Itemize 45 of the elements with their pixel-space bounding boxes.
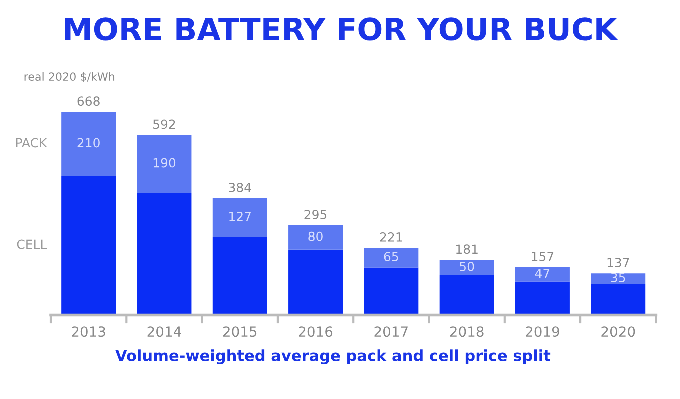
data-label: 35	[611, 273, 626, 283]
total-label: 295	[304, 210, 327, 220]
bar	[440, 275, 494, 316]
bar	[137, 135, 192, 194]
series-label: CELL	[17, 240, 48, 250]
x-tick-label: 2020	[602, 326, 636, 338]
bar	[515, 267, 570, 282]
bar	[288, 250, 344, 316]
bar	[62, 112, 116, 176]
bar	[515, 282, 570, 316]
data-label: 80	[308, 232, 323, 242]
total-label: 592	[154, 120, 176, 130]
bar	[212, 198, 268, 238]
x-tick-label: 2019	[526, 326, 560, 338]
x-tick-label: 2018	[450, 326, 484, 338]
bar	[364, 268, 419, 316]
chart-title: MORE BATTERY FOR YOUR BUCK	[65, 18, 618, 41]
x-axis-title: Volume-weighted average pack and cell price split	[116, 350, 551, 365]
total-label: 137	[608, 258, 630, 268]
data-label: 127	[230, 212, 251, 222]
y-axis-title: real 2020 $/kWh	[24, 72, 115, 83]
bar	[591, 274, 646, 284]
bar	[440, 260, 494, 276]
total-label: 221	[380, 232, 402, 242]
bar	[288, 226, 344, 250]
bar	[591, 284, 646, 316]
data-label: 210	[78, 138, 100, 148]
bar	[62, 176, 116, 316]
data-label: 47	[535, 268, 550, 278]
data-label: 190	[154, 158, 176, 168]
total-label: 157	[532, 252, 554, 262]
x-tick-label: 2016	[299, 326, 333, 338]
bar	[137, 193, 192, 316]
bar	[364, 248, 419, 268]
x-tick-label: 2017	[374, 326, 408, 338]
data-label: 65	[384, 252, 398, 262]
total-label: 668	[78, 96, 100, 106]
x-tick-label: 2014	[148, 326, 182, 338]
x-tick-label: 2013	[72, 326, 106, 338]
x-tick-label: 2015	[223, 326, 257, 338]
bar	[212, 237, 268, 316]
series-label: PACK	[16, 138, 48, 148]
total-label: 384	[229, 182, 252, 192]
total-label: 181	[456, 244, 478, 254]
data-label: 50	[460, 262, 474, 272]
